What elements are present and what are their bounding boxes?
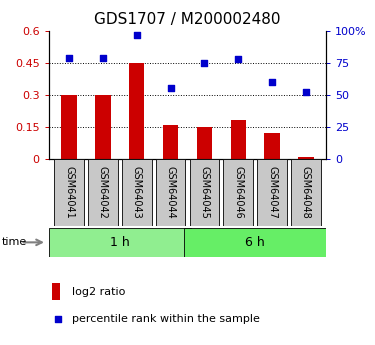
Text: GSM64048: GSM64048 — [301, 166, 311, 219]
Title: GDS1707 / M200002480: GDS1707 / M200002480 — [94, 12, 281, 27]
Bar — [51, 283, 60, 300]
Bar — [54, 159, 84, 226]
Bar — [184, 228, 326, 257]
Text: 1 h: 1 h — [110, 236, 130, 249]
Text: GSM64043: GSM64043 — [132, 166, 142, 219]
Bar — [49, 228, 191, 257]
Bar — [197, 127, 212, 159]
Text: GSM64046: GSM64046 — [233, 166, 243, 219]
Text: GSM64041: GSM64041 — [64, 166, 74, 219]
Point — [168, 86, 174, 91]
Point — [235, 56, 241, 62]
Bar — [88, 159, 118, 226]
Point — [100, 55, 106, 61]
Bar — [257, 159, 287, 226]
Bar — [163, 125, 178, 159]
Bar — [129, 63, 144, 159]
Bar — [298, 157, 314, 159]
Text: GSM64042: GSM64042 — [98, 166, 108, 219]
Point — [134, 32, 140, 38]
Point — [303, 90, 309, 95]
Text: 6 h: 6 h — [245, 236, 265, 249]
Bar — [224, 159, 253, 226]
Point — [201, 60, 207, 66]
Bar — [122, 159, 152, 226]
Point — [56, 317, 62, 322]
Text: time: time — [2, 237, 27, 247]
Point — [66, 55, 72, 61]
Bar — [231, 120, 246, 159]
Bar — [291, 159, 321, 226]
Text: log2 ratio: log2 ratio — [72, 287, 126, 297]
Bar — [264, 133, 280, 159]
Text: percentile rank within the sample: percentile rank within the sample — [72, 314, 260, 324]
Bar — [62, 95, 76, 159]
Bar — [189, 159, 219, 226]
Bar — [95, 95, 111, 159]
Point — [269, 79, 275, 85]
Text: GSM64047: GSM64047 — [267, 166, 277, 219]
Bar — [156, 159, 186, 226]
Text: GSM64045: GSM64045 — [200, 166, 209, 219]
Text: GSM64044: GSM64044 — [166, 166, 176, 219]
